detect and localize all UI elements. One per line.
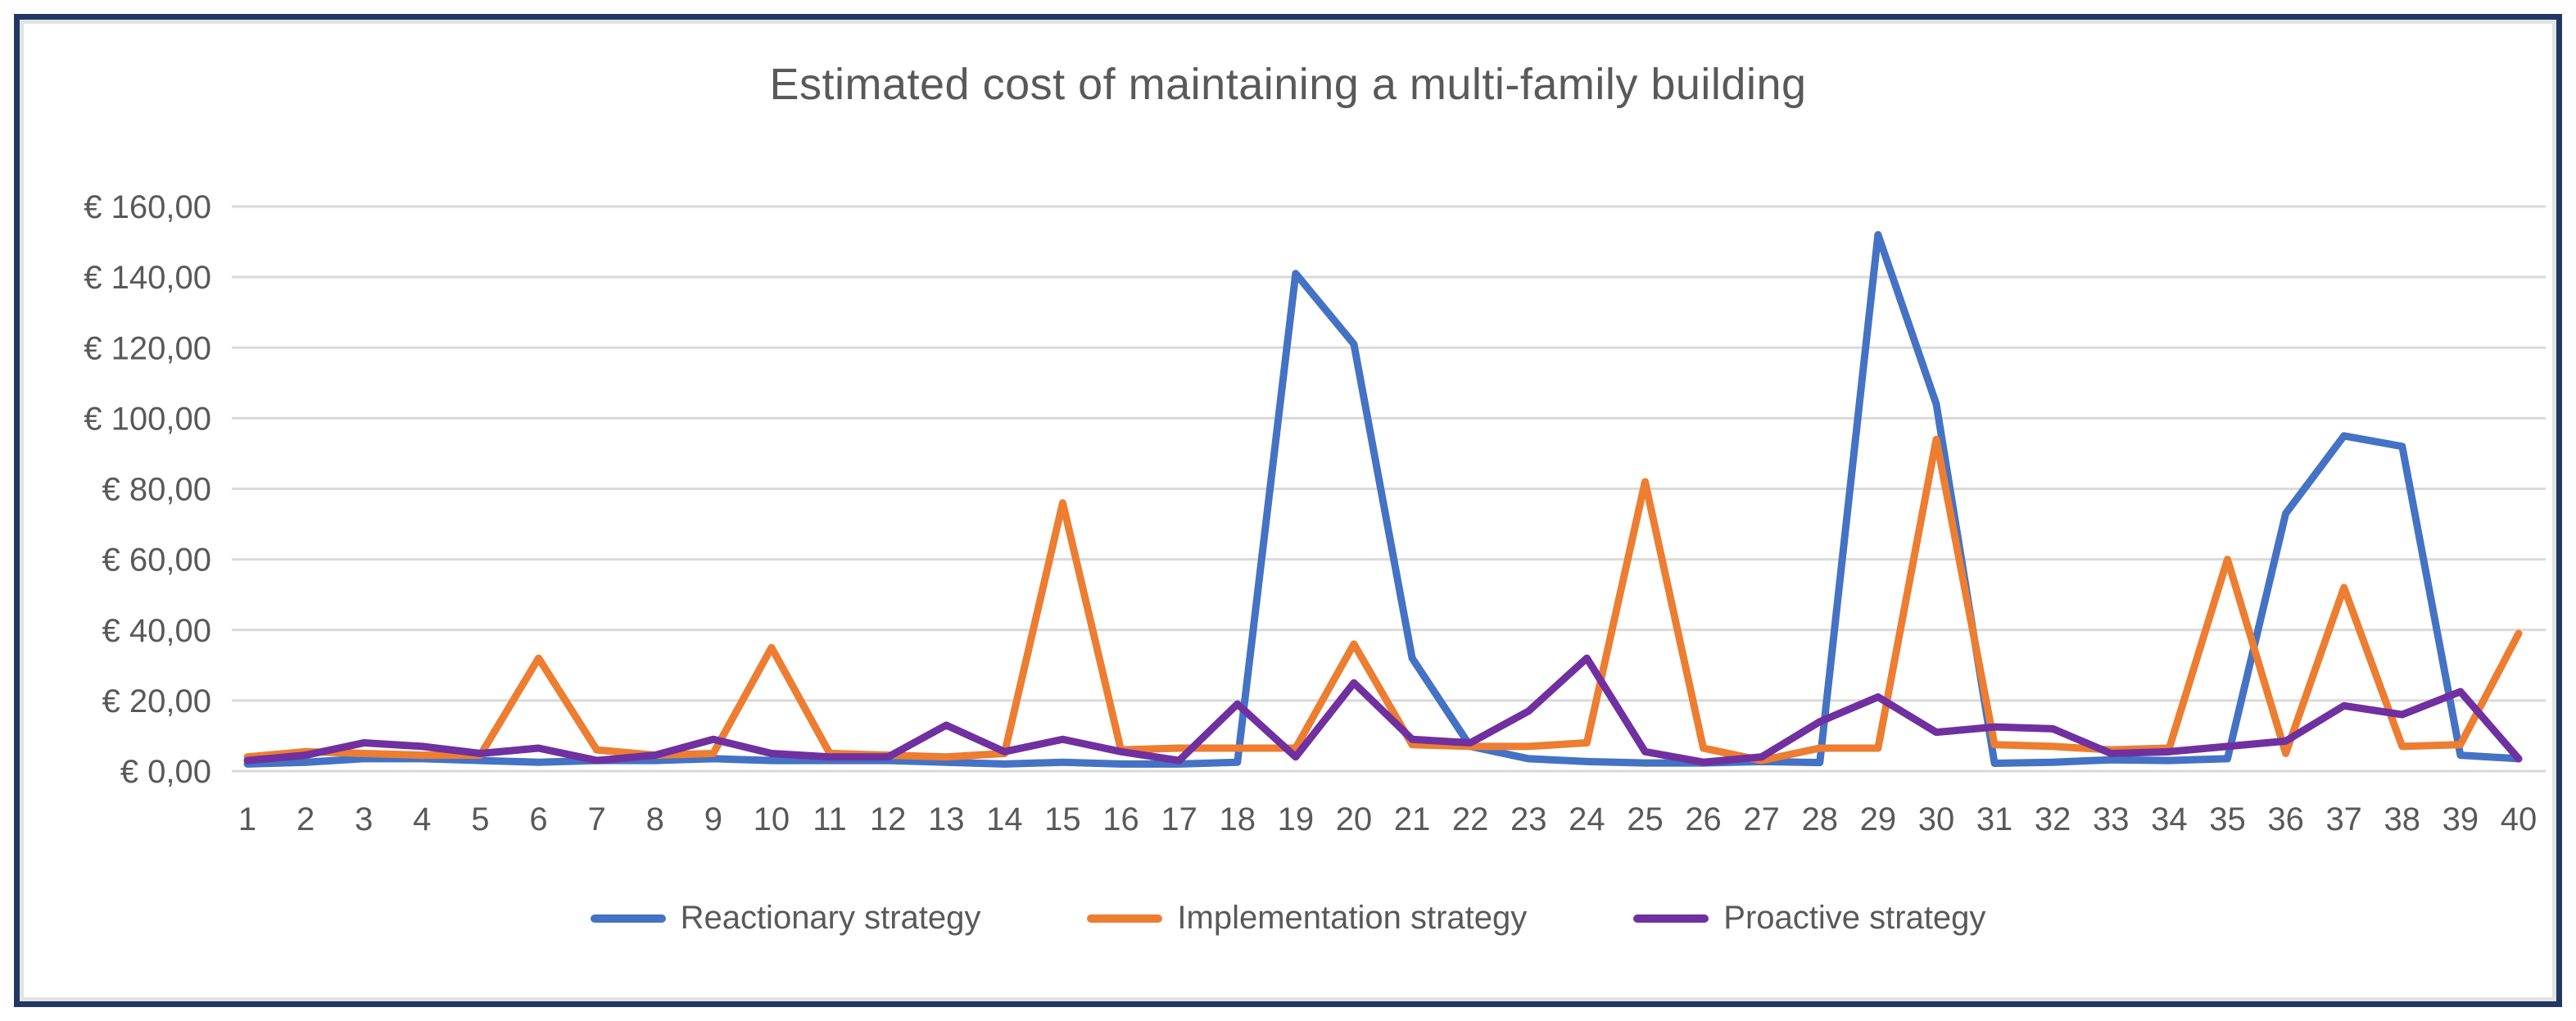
legend-label: Reactionary strategy (680, 900, 981, 936)
legend-item-proactive: Proactive strategy (1633, 900, 1985, 937)
series-line-reactionary-strategy (243, 230, 2523, 768)
x-axis-tick-label: 8 (646, 801, 664, 837)
y-axis-tick-label: € 120,00 (84, 330, 211, 366)
x-axis-tick-label: 36 (2267, 801, 2304, 837)
x-axis-tick-label: 33 (2093, 801, 2130, 837)
y-axis-tick-label: € 140,00 (84, 260, 211, 296)
chart-legend: Reactionary strategy Implementation stra… (0, 900, 2576, 937)
x-axis-tick-label: 24 (1569, 801, 1605, 837)
x-axis-tick-label: 7 (587, 801, 605, 837)
x-axis-tick-label: 32 (2035, 801, 2071, 837)
x-axis-tick-label: 15 (1044, 801, 1081, 837)
y-axis-tick-label: € 100,00 (84, 401, 211, 437)
x-axis-tick-label: 5 (471, 801, 489, 837)
legend-item-reactionary: Reactionary strategy (590, 900, 981, 937)
x-axis-tick-label: 21 (1394, 801, 1431, 837)
legend-label: Proactive strategy (1723, 900, 1986, 936)
x-axis-tick-label: 23 (1510, 801, 1547, 837)
x-axis-tick-label: 29 (1860, 801, 1897, 837)
x-axis-tick-label: 22 (1452, 801, 1489, 837)
x-axis-tick-label: 2 (297, 801, 315, 837)
x-axis-tick-label: 17 (1161, 801, 1197, 837)
legend-line-swatch-orange (1087, 914, 1163, 923)
x-axis-tick-label: 13 (928, 801, 965, 837)
x-axis-tick-label: 18 (1219, 801, 1256, 837)
x-axis-tick-label: 34 (2151, 801, 2188, 837)
x-axis-tick-label: 28 (1802, 801, 1839, 837)
x-axis-tick-label: 38 (2384, 801, 2421, 837)
legend-item-implementation: Implementation strategy (1087, 900, 1527, 937)
x-axis-tick-label: 35 (2209, 801, 2246, 837)
x-axis-tick-label: 25 (1627, 801, 1664, 837)
chart-frame-inner (20, 20, 2556, 1001)
x-axis-tick-label: 4 (413, 801, 431, 837)
x-axis-tick-label: 11 (813, 801, 847, 837)
x-axis-tick-label: 14 (986, 801, 1023, 837)
x-axis-tick-label: 27 (1743, 801, 1780, 837)
y-axis-tick-label: € 80,00 (102, 472, 211, 508)
x-axis-tick-label: 39 (2442, 801, 2479, 837)
x-axis-tick-label: 6 (529, 801, 547, 837)
x-axis-tick-label: 16 (1102, 801, 1139, 837)
y-axis-tick-label: € 40,00 (102, 613, 211, 649)
x-axis-tick-label: 37 (2325, 801, 2362, 837)
y-axis-tick-label: € 0,00 (120, 754, 211, 790)
legend-label: Implementation strategy (1177, 900, 1528, 936)
x-axis-tick-label: 31 (1976, 801, 2013, 837)
x-axis-tick-label: 19 (1278, 801, 1315, 837)
x-axis-tick-label: 3 (355, 801, 373, 837)
chart-frame-border (14, 14, 2562, 1007)
y-axis-tick-label: € 20,00 (102, 683, 211, 719)
y-axis-tick-label: € 160,00 (84, 189, 211, 225)
chart-title: Estimated cost of maintaining a multi-fa… (769, 60, 1807, 109)
x-axis-tick-label: 40 (2501, 801, 2538, 837)
x-axis-tick-label: 30 (1918, 801, 1955, 837)
x-axis-tick-label: 9 (704, 801, 722, 837)
y-axis-tick-label: € 60,00 (102, 542, 211, 579)
legend-line-swatch-purple (1633, 914, 1709, 923)
legend-line-swatch-blue (590, 914, 666, 923)
series-line-proactive-strategy (243, 654, 2523, 766)
x-axis-tick-label: 26 (1685, 801, 1722, 837)
x-axis-tick-label: 20 (1336, 801, 1373, 837)
x-axis-tick-label: 12 (870, 801, 907, 837)
x-axis-tick-label: 1 (238, 801, 256, 837)
x-axis-tick-label: 10 (754, 801, 790, 837)
